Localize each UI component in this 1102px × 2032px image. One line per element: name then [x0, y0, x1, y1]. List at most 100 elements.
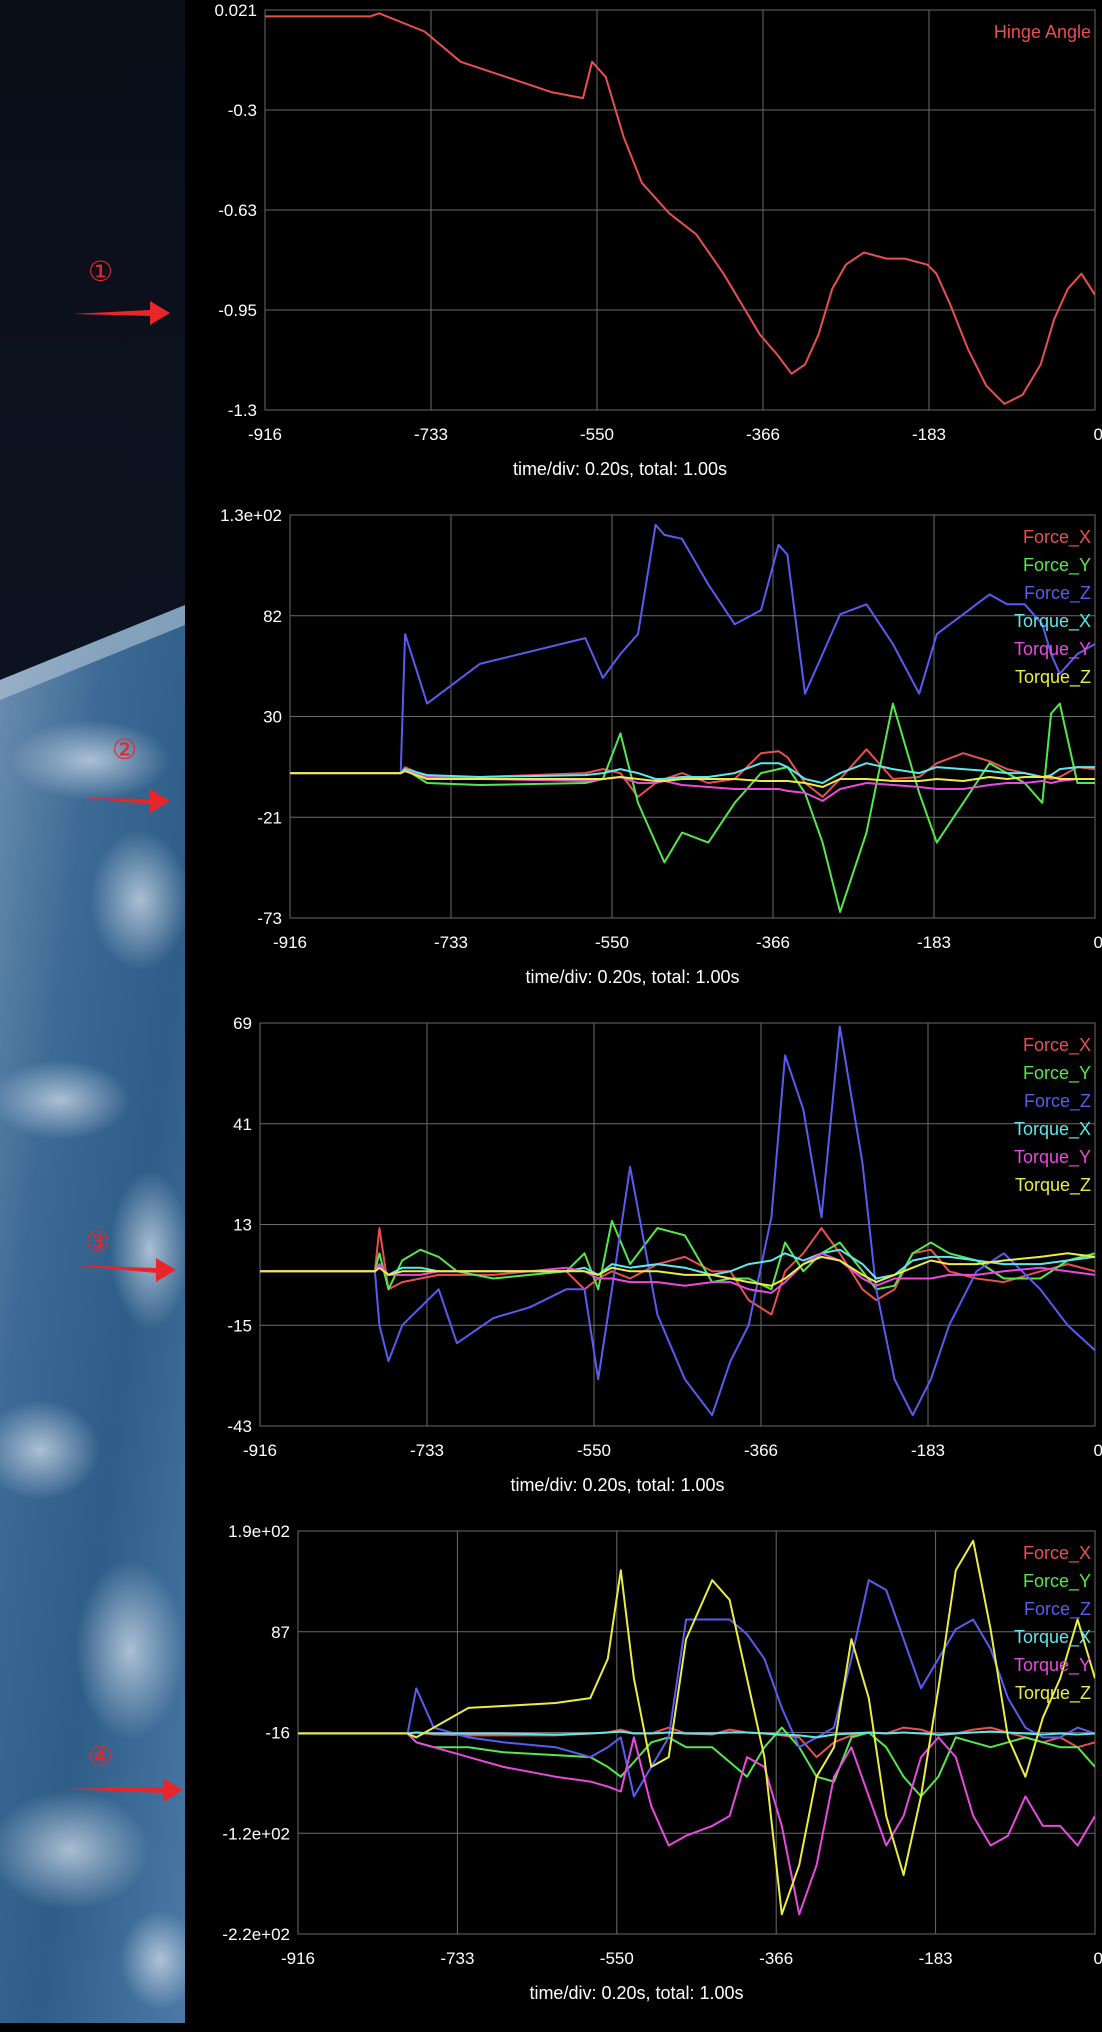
- force-torque-panel-3: 69 41 13 -15 -43 -916 -733 -550 -366 -183 0 time/di…: [185, 1016, 1102, 1524]
- legend-entry: Force_X: [1023, 527, 1091, 548]
- x-tick-label: -550: [595, 933, 629, 952]
- y-tick-label: 69: [233, 1016, 252, 1033]
- time-div-footer: time/div: 0.20s, total: 1.00s: [510, 1475, 724, 1495]
- x-tick-label: -366: [746, 425, 780, 444]
- series-line-force-y: [290, 702, 1095, 913]
- legend-entry: Torque_Y: [1014, 1147, 1091, 1168]
- series-line-force-z: [290, 523, 1095, 775]
- y-tick-label: -21: [257, 808, 282, 827]
- y-tick-label: -73: [257, 909, 282, 928]
- force-torque-panel-4: 1.9e+02 87 -16 -1.2e+02 -2.2e+02 -916 -733 -550…: [185, 1524, 1102, 2032]
- legend-entry: Force_Z: [1024, 1091, 1091, 1112]
- legend-entry: Torque_Y: [1014, 639, 1091, 660]
- series-line-torque-x: [290, 762, 1095, 784]
- earth-view: [0, 0, 185, 2023]
- x-tick-label: 0: [1094, 1441, 1102, 1460]
- legend-entry: Torque_Z: [1015, 667, 1091, 688]
- arrow-right-icon: [82, 789, 170, 813]
- y-tick-label: -43: [227, 1417, 252, 1436]
- marker-4: ④: [88, 1740, 114, 1773]
- hinge-angle-panel: 0.021 -0.3 -0.63 -0.95 -1.3 -916 -733 -550 -366 -…: [185, 0, 1102, 508]
- series-line-torque-z: [260, 1252, 1095, 1287]
- background-earth-image: ① ② ③ ④: [0, 0, 185, 2023]
- marker-1: ①: [88, 255, 114, 288]
- y-tick-label: -0.3: [228, 101, 257, 120]
- x-tick-label: -916: [243, 1441, 277, 1460]
- x-tick-label: -183: [911, 1441, 945, 1460]
- force-torque-panel-2: 1.3e+02 82 30 -21 -73 -916 -733 -550 -366 -183 0 ti…: [185, 508, 1102, 1016]
- legend-entry: Force_Y: [1023, 1571, 1091, 1592]
- x-tick-label: -550: [600, 1949, 634, 1968]
- chart-svg: 69 41 13 -15 -43 -916 -733 -550 -366 -183 0 time/di…: [227, 1016, 1102, 1495]
- y-tick-label: 1.3e+02: [220, 508, 282, 525]
- legend-entry: Torque_X: [1014, 1627, 1091, 1648]
- time-div-footer: time/div: 0.20s, total: 1.00s: [529, 1983, 743, 2003]
- legend-entry: Force_Z: [1024, 1599, 1091, 1620]
- x-tick-label: 0: [1094, 933, 1102, 952]
- legend-entry: Force_X: [1023, 1543, 1091, 1564]
- legend-entry: Force_Y: [1023, 555, 1091, 576]
- x-tick-label: -733: [414, 425, 448, 444]
- x-tick-label: -550: [580, 425, 614, 444]
- x-tick-label: -916: [248, 425, 282, 444]
- series-line-force-x: [290, 748, 1095, 798]
- x-tick-label: -550: [577, 1441, 611, 1460]
- x-tick-label: -916: [281, 1949, 315, 1968]
- series-line-torque-x: [298, 1730, 1095, 1739]
- y-tick-label: -16: [265, 1724, 290, 1743]
- y-tick-label: 41: [233, 1115, 252, 1134]
- chart-svg: 1.3e+02 82 30 -21 -73 -916 -733 -550 -366 -183 0 ti…: [220, 508, 1102, 987]
- time-div-footer: time/div: 0.20s, total: 1.00s: [513, 459, 727, 479]
- series-line-torque-y: [298, 1732, 1095, 1916]
- x-tick-label: -366: [744, 1441, 778, 1460]
- series-line-force-z: [260, 1025, 1095, 1417]
- time-div-footer: time/div: 0.20s, total: 1.00s: [525, 967, 739, 987]
- legend-entry: Torque_X: [1014, 1119, 1091, 1140]
- y-tick-label: 13: [233, 1216, 252, 1235]
- legend-entry: Force_Z: [1024, 583, 1091, 604]
- legend-entry: Torque_Z: [1015, 1175, 1091, 1196]
- x-tick-label: -366: [756, 933, 790, 952]
- arrow-right-icon: [60, 1778, 183, 1802]
- y-tick-label: -15: [227, 1316, 252, 1335]
- x-tick-label: -183: [912, 425, 946, 444]
- legend-entry: Force_Y: [1023, 1063, 1091, 1084]
- arrow-right-icon: [68, 1258, 176, 1282]
- legend-entry: Torque_Y: [1014, 1655, 1091, 1676]
- chart-svg: 1.9e+02 87 -16 -1.2e+02 -2.2e+02 -916 -733 -550…: [222, 1524, 1102, 2003]
- legend-entry: Hinge Angle: [994, 22, 1091, 42]
- legend-entry: Torque_Z: [1015, 1683, 1091, 1704]
- series-line-torque-z: [290, 770, 1095, 788]
- x-tick-label: -183: [917, 933, 951, 952]
- series-line-force-z: [298, 1579, 1095, 1798]
- y-tick-label: 87: [271, 1623, 290, 1642]
- x-tick-label: -366: [759, 1949, 793, 1968]
- y-tick-label: 30: [263, 708, 282, 727]
- series-line-force-y: [260, 1219, 1095, 1291]
- y-tick-label: -0.63: [218, 201, 257, 220]
- y-tick-label: -2.2e+02: [222, 1925, 290, 1944]
- x-tick-label: -733: [434, 933, 468, 952]
- x-tick-label: -733: [440, 1949, 474, 1968]
- series-line-torque-z: [298, 1539, 1095, 1916]
- y-tick-label: -0.95: [218, 301, 257, 320]
- series-line-force-y: [298, 1726, 1095, 1798]
- y-tick-label: -1.2e+02: [222, 1824, 290, 1843]
- y-tick-label: 0.021: [214, 1, 257, 20]
- x-tick-label: 0: [1094, 425, 1102, 444]
- y-tick-label: -1.3: [228, 401, 257, 420]
- arrow-right-icon: [72, 301, 170, 325]
- legend-entry: Force_X: [1023, 1035, 1091, 1056]
- x-tick-label: -733: [410, 1441, 444, 1460]
- series-line-force-x: [260, 1227, 1095, 1316]
- x-tick-label: -916: [273, 933, 307, 952]
- marker-3: ③: [85, 1225, 111, 1258]
- x-tick-label: -183: [919, 1949, 953, 1968]
- chart-svg: 0.021 -0.3 -0.63 -0.95 -1.3 -916 -733 -550 -366 -…: [214, 1, 1102, 479]
- series-line-hinge angle: [265, 12, 1095, 405]
- x-tick-label: 0: [1094, 1949, 1102, 1968]
- y-tick-label: 1.9e+02: [228, 1524, 290, 1541]
- series-line-torque-y: [290, 770, 1095, 802]
- legend-entry: Torque_X: [1014, 611, 1091, 632]
- marker-2: ②: [112, 733, 138, 766]
